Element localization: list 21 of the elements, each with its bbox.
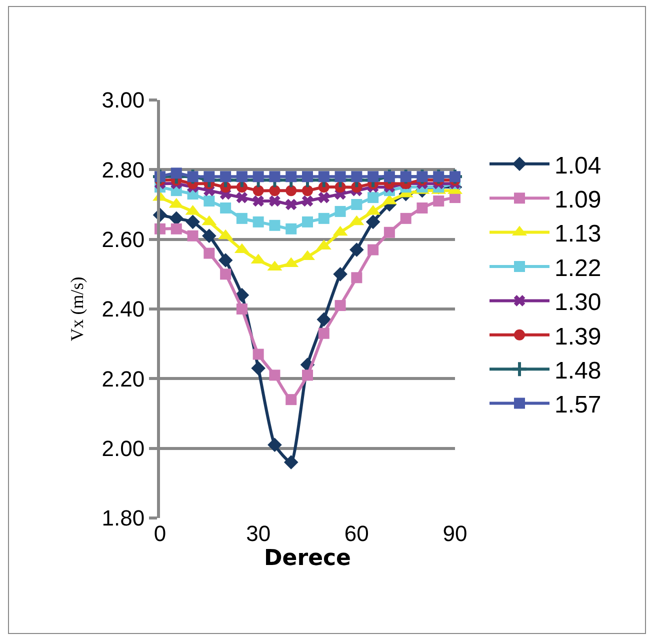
legend-label: 1.09 bbox=[554, 186, 602, 214]
y-tick-label: 1.80 bbox=[102, 506, 145, 531]
legend-label: 1.57 bbox=[554, 392, 602, 419]
legend-label: 1.04 bbox=[554, 152, 602, 180]
legend-label: 1.22 bbox=[554, 254, 602, 282]
legend-label: 1.30 bbox=[554, 289, 602, 316]
y-tick-label: 2.60 bbox=[102, 227, 145, 252]
y-tick-label: 2.20 bbox=[102, 366, 145, 392]
y-axis-title: Vx (m/s) bbox=[66, 276, 87, 342]
legend-label: 1.48 bbox=[554, 357, 602, 384]
x-axis-title: Derece bbox=[264, 546, 351, 571]
legend-label: 1.39 bbox=[554, 323, 602, 350]
y-tick-label: 3.00 bbox=[102, 88, 145, 113]
x-tick-label: 60 bbox=[344, 521, 369, 546]
legend-label: 1.13 bbox=[554, 220, 602, 248]
x-tick-label: 0 bbox=[154, 521, 166, 546]
y-tick-label: 2.00 bbox=[102, 436, 145, 462]
y-tick-label: 2.80 bbox=[102, 157, 145, 182]
x-tick-label: 30 bbox=[246, 521, 271, 546]
y-tick-label: 2.40 bbox=[102, 296, 145, 322]
x-tick-label: 90 bbox=[442, 521, 468, 546]
